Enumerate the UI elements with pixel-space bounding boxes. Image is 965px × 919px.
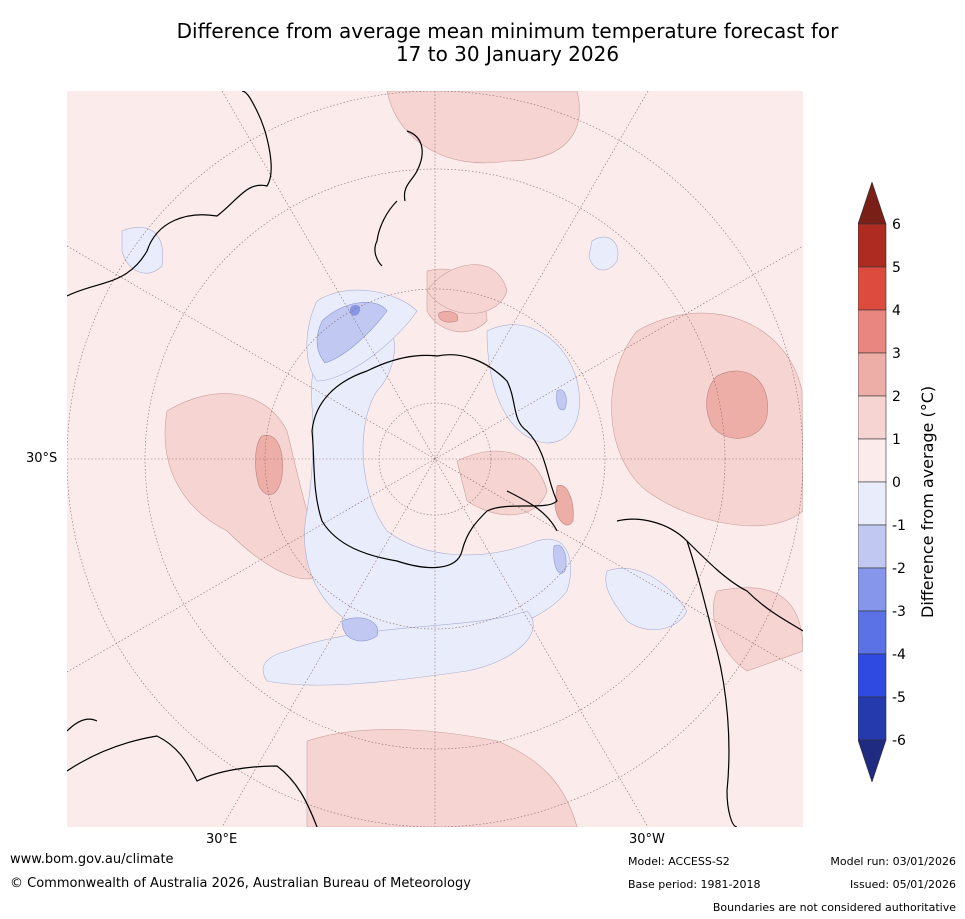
new-zealand-north-island: [403, 130, 423, 202]
colorbar-bin-4-5: [858, 266, 887, 311]
antarctica-coastline: [311, 354, 558, 569]
colorbar-ticks: 6 5 4 3 2 1 0 -1 -2 -3 -4 -5 -6: [892, 217, 906, 749]
anomaly-pacific-east-large: [611, 312, 803, 527]
south-america-east: [686, 540, 738, 827]
anomaly-1-2-regions: [164, 91, 803, 827]
colorbar-tick: 6: [892, 217, 901, 233]
colorbar-tick: -6: [892, 733, 906, 749]
chart-title: Difference from average mean minimum tem…: [60, 20, 955, 66]
colorbar-tick: 5: [892, 260, 901, 276]
map-svg: [67, 91, 803, 827]
colorbar-bin-3-4: [858, 309, 887, 354]
lon-label-30w: 30°W: [629, 832, 665, 847]
australia-coastline: [67, 91, 272, 297]
anomaly-ross-sea-core: [349, 304, 361, 316]
colorbar-tick: -1: [892, 518, 906, 534]
title-line-2: 17 to 30 January 2026: [395, 42, 620, 66]
anomaly-pacific-upper-center: [426, 264, 508, 314]
colorbar-tick: 4: [892, 303, 901, 319]
colorbar-tick: -3: [892, 604, 906, 620]
colorbar-tick: -4: [892, 647, 906, 663]
anomaly-south-atlantic-east: [605, 568, 688, 630]
colorbar-tick: -2: [892, 561, 906, 577]
latitude-circle-60s: [264, 288, 606, 630]
anomaly-weddell-cold: [553, 544, 567, 574]
anomaly-weddell-lobe: [456, 450, 548, 516]
anomaly-minus-1-2-regions: [316, 301, 567, 642]
footer-model: Model: ACCESS-S2: [628, 855, 730, 868]
colorbar-tick: 2: [892, 389, 901, 405]
colorbar-bin-minus-4-3: [858, 610, 887, 655]
anomaly-map: [67, 91, 803, 827]
anomaly-pacific-cold: [556, 389, 567, 411]
coastlines: [67, 91, 803, 827]
colorbar-bin-1-2: [858, 395, 887, 440]
colorbar-bin-2-3: [858, 352, 887, 397]
colorbar-bin-5-6: [858, 223, 887, 268]
anomaly-south-atlantic-bottom: [306, 729, 578, 827]
footer-website: www.bom.gov.au/climate: [10, 852, 174, 867]
colorbar-tick: 1: [892, 432, 901, 448]
footer-copyright: © Commonwealth of Australia 2026, Austra…: [10, 876, 471, 891]
colorbar-tick: 3: [892, 346, 901, 362]
colorbar-bin-minus-3-2: [858, 567, 887, 612]
anomaly-pacific-hotspot: [706, 370, 768, 439]
footer-issued: Issued: 05/01/2026: [849, 878, 956, 891]
anomaly-pacific-north: [386, 91, 580, 164]
footer-model-run: Model run: 03/01/2026: [830, 855, 956, 868]
anomaly-mid-ring-hotspot: [438, 311, 459, 323]
colorbar-bin-minus-6-5: [858, 696, 887, 741]
africa-coastline: [67, 735, 318, 827]
colorbar-bin-minus-2-1: [858, 524, 887, 569]
south-america-coastline: [616, 518, 803, 632]
colorbar: 6 5 4 3 2 1 0 -1 -2 -3 -4 -5 -6: [858, 182, 906, 782]
anomaly-south-atlantic-cold: [341, 617, 379, 642]
anomaly-indian-hotspot: [255, 434, 283, 495]
colorbar-tick: 0: [892, 475, 901, 491]
colorbar-label: Difference from average (°C): [918, 385, 937, 618]
lon-label-30e: 30°E: [206, 832, 238, 847]
anomaly-south-atlantic: [262, 610, 534, 686]
colorbar-bin-minus-1-0: [858, 481, 887, 526]
colorbar-extend-bottom: [858, 739, 887, 782]
anomaly-south-pacific: [486, 324, 580, 444]
new-zealand-south-island: [374, 200, 398, 267]
colorbar-tick: -5: [892, 690, 906, 706]
anomaly-pacific-small: [588, 236, 619, 271]
colorbar-bin-minus-5-4: [858, 653, 887, 698]
anomaly-2-3-regions: [255, 311, 768, 526]
graticule: [67, 91, 803, 827]
footer-base-period: Base period: 1981-2018: [628, 878, 761, 891]
title-line-1: Difference from average mean minimum tem…: [176, 19, 839, 43]
colorbar-bin-0-1: [858, 438, 887, 483]
antarctic-peninsula: [506, 490, 558, 532]
colorbar-extend-top: [858, 182, 887, 225]
footer-disclaimer: Boundaries are not considered authoritat…: [712, 901, 956, 914]
madagascar-coastline: [67, 718, 98, 732]
anomaly-ross-sea-cold: [316, 301, 388, 364]
lat-label-30s: 30°S: [26, 451, 58, 466]
anomaly-peninsula-hotspot: [554, 484, 574, 526]
anomaly-right-bottom: [713, 587, 803, 672]
colorbar-swatches: [858, 182, 887, 782]
anomaly-indian-west: [164, 393, 328, 580]
